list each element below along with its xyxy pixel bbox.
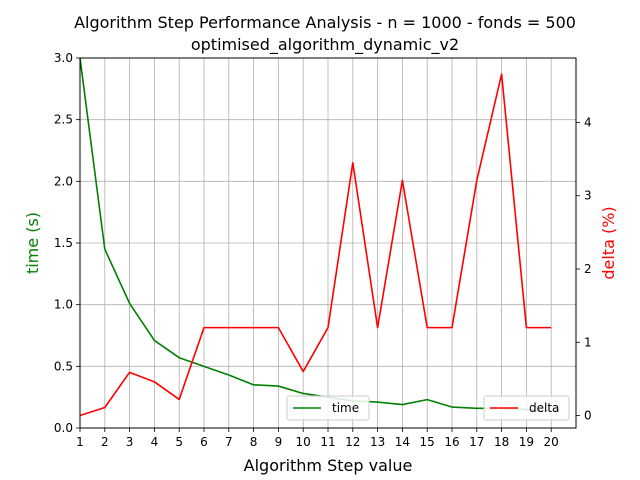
legend-time-box xyxy=(286,395,370,421)
x-tick-label: 18 xyxy=(494,435,509,449)
x-tick-label: 12 xyxy=(345,435,360,449)
x-tick-label: 8 xyxy=(250,435,258,449)
x-tick-label: 20 xyxy=(544,435,559,449)
x-tick-label: 6 xyxy=(200,435,208,449)
y-tick-label-right: 0 xyxy=(584,409,592,423)
series-layer xyxy=(79,57,552,417)
y-axis-label-right: delta (%) xyxy=(599,206,618,279)
x-tick-label: 7 xyxy=(225,435,233,449)
y-tick-label-left: 0.5 xyxy=(54,359,73,373)
x-tick-label: 17 xyxy=(469,435,484,449)
x-tick-label: 14 xyxy=(395,435,410,449)
y-tick-label-left: 1.0 xyxy=(54,298,73,312)
x-tick-label: 2 xyxy=(101,435,109,449)
y-tick-label-right: 2 xyxy=(584,262,592,276)
x-tick-label: 19 xyxy=(519,435,534,449)
chart-title: Algorithm Step Performance Analysis - n … xyxy=(74,13,576,32)
ticks: 1 2 3 4 5 6 7 8 9 10 11 12 13 14 15 16 17 18 19 200.00.51.0… xyxy=(54,51,592,449)
legend-delta-box xyxy=(483,395,570,421)
series-line-delta xyxy=(79,73,552,417)
legend-time-label: time xyxy=(332,401,359,415)
x-tick-label: 10 xyxy=(296,435,311,449)
x-tick-label: 11 xyxy=(320,435,335,449)
legend-time: time xyxy=(286,395,370,421)
y-axis-label-left: time (s) xyxy=(23,212,42,274)
legend-delta-label: delta xyxy=(529,401,559,415)
series-line-time xyxy=(79,57,552,412)
y-tick-label-left: 0.0 xyxy=(54,421,73,435)
y-tick-label-left: 2.5 xyxy=(54,113,73,127)
grid xyxy=(79,57,576,429)
y-tick-label-left: 2.0 xyxy=(54,174,73,188)
x-axis-label: Algorithm Step value xyxy=(244,456,413,475)
x-tick-label: 15 xyxy=(420,435,435,449)
y-tick-label-left: 3.0 xyxy=(54,51,73,65)
y-tick-label-right: 1 xyxy=(584,335,592,349)
x-tick-label: 1 xyxy=(76,435,84,449)
x-tick-label: 5 xyxy=(175,435,183,449)
chart-subtitle: optimised_algorithm_dynamic_v2 xyxy=(191,35,459,55)
y-tick-label-right: 4 xyxy=(584,115,592,129)
x-tick-label: 9 xyxy=(275,435,283,449)
x-tick-label: 3 xyxy=(126,435,134,449)
legend-delta: delta xyxy=(483,395,570,421)
x-tick-label: 13 xyxy=(370,435,385,449)
y-tick-label-left: 1.5 xyxy=(54,236,73,250)
y-tick-label-right: 3 xyxy=(584,189,592,203)
x-tick-label: 4 xyxy=(151,435,159,449)
x-tick-label: 16 xyxy=(444,435,459,449)
